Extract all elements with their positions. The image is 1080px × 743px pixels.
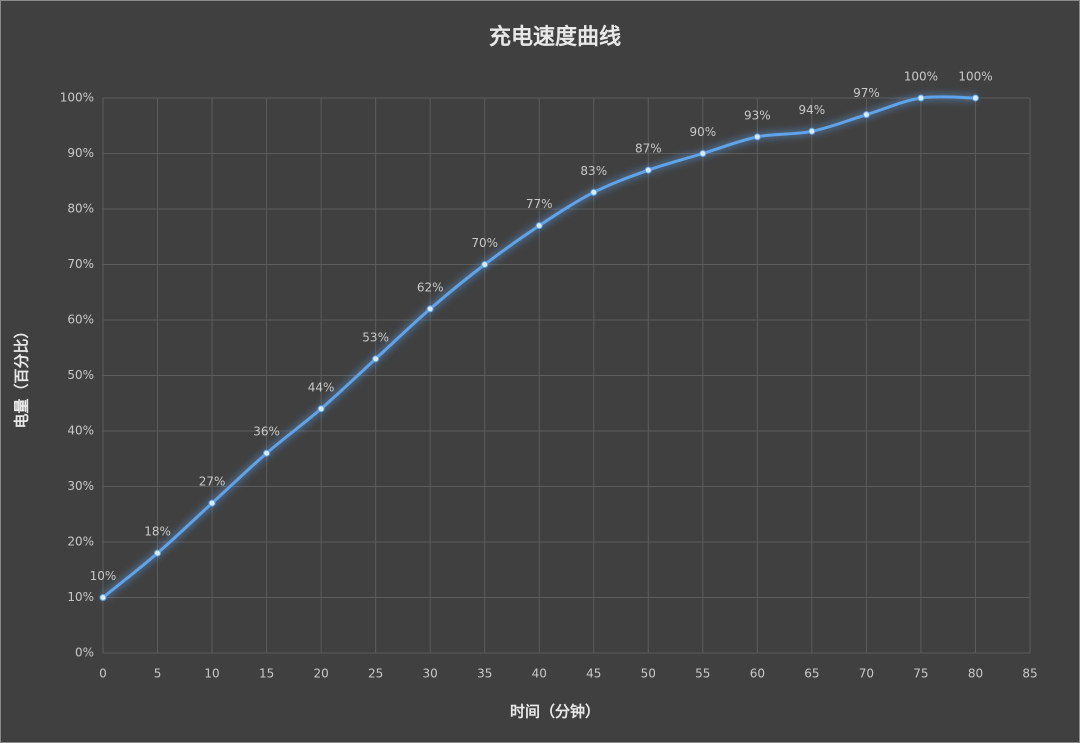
x-tick-label: 45 xyxy=(586,667,601,681)
data-point xyxy=(99,594,107,601)
x-tick-label: 60 xyxy=(750,667,765,681)
y-tick-label: 10% xyxy=(67,590,94,604)
series-line xyxy=(102,95,976,599)
data-label: 83% xyxy=(580,164,607,178)
data-point xyxy=(426,305,434,313)
data-label: 94% xyxy=(799,103,826,117)
data-label: 62% xyxy=(417,280,444,294)
x-tick-label: 50 xyxy=(641,667,656,681)
x-tick-label: 75 xyxy=(913,667,928,681)
y-tick-label: 40% xyxy=(67,424,94,438)
x-tick-label: 15 xyxy=(259,667,274,681)
x-tick-label: 80 xyxy=(968,667,983,681)
x-tick-label: 65 xyxy=(804,667,819,681)
data-label: 77% xyxy=(526,197,553,211)
data-point xyxy=(753,133,761,141)
data-label: 93% xyxy=(744,108,771,122)
y-tick-label: 30% xyxy=(67,479,94,493)
x-tick-label: 30 xyxy=(423,667,438,681)
data-point xyxy=(644,166,652,174)
data-point xyxy=(317,405,325,413)
x-tick-label: 10 xyxy=(204,667,219,681)
x-tick-label: 70 xyxy=(859,667,874,681)
y-tick-label: 80% xyxy=(67,202,94,216)
data-point xyxy=(971,94,979,102)
data-point xyxy=(699,150,707,157)
data-label: 27% xyxy=(199,475,226,489)
y-axis-label: 电量（百分比） xyxy=(13,323,31,428)
data-label: 10% xyxy=(90,569,117,583)
y-tick-label: 50% xyxy=(67,368,94,382)
y-tick-label: 70% xyxy=(67,257,94,271)
data-label: 70% xyxy=(471,236,498,250)
data-label: 100% xyxy=(904,70,938,84)
data-point xyxy=(481,261,489,268)
data-point xyxy=(808,127,816,135)
data-label: 100% xyxy=(958,70,992,84)
data-label: 90% xyxy=(689,125,716,139)
data-label: 36% xyxy=(253,425,280,439)
y-tick-label: 100% xyxy=(60,91,94,105)
x-tick-label: 55 xyxy=(695,667,710,681)
data-point xyxy=(372,355,380,363)
y-tick-label: 20% xyxy=(67,535,94,549)
y-tick-label: 90% xyxy=(67,146,94,160)
data-label: 53% xyxy=(362,330,389,344)
data-label: 87% xyxy=(635,142,662,156)
data-point xyxy=(154,549,162,557)
x-tick-label: 5 xyxy=(154,667,162,681)
x-tick-label: 40 xyxy=(532,667,547,681)
data-point xyxy=(862,111,870,119)
data-point xyxy=(535,222,543,230)
x-axis-label: 时间（分钟） xyxy=(510,703,600,721)
data-label: 97% xyxy=(853,86,880,100)
y-tick-label: 0% xyxy=(75,646,94,660)
x-tick-label: 0 xyxy=(99,667,107,681)
x-tick-label: 25 xyxy=(368,667,383,681)
data-point xyxy=(263,449,271,457)
data-point xyxy=(590,188,598,196)
data-point xyxy=(208,499,216,507)
x-tick-label: 85 xyxy=(1022,667,1037,681)
data-label: 18% xyxy=(144,525,171,539)
y-tick-label: 60% xyxy=(67,313,94,327)
data-label: 44% xyxy=(308,380,335,394)
data-point xyxy=(917,94,925,102)
chart-title: 充电速度曲线 xyxy=(489,24,621,50)
x-tick-label: 35 xyxy=(477,667,492,681)
x-tick-label: 20 xyxy=(313,667,328,681)
